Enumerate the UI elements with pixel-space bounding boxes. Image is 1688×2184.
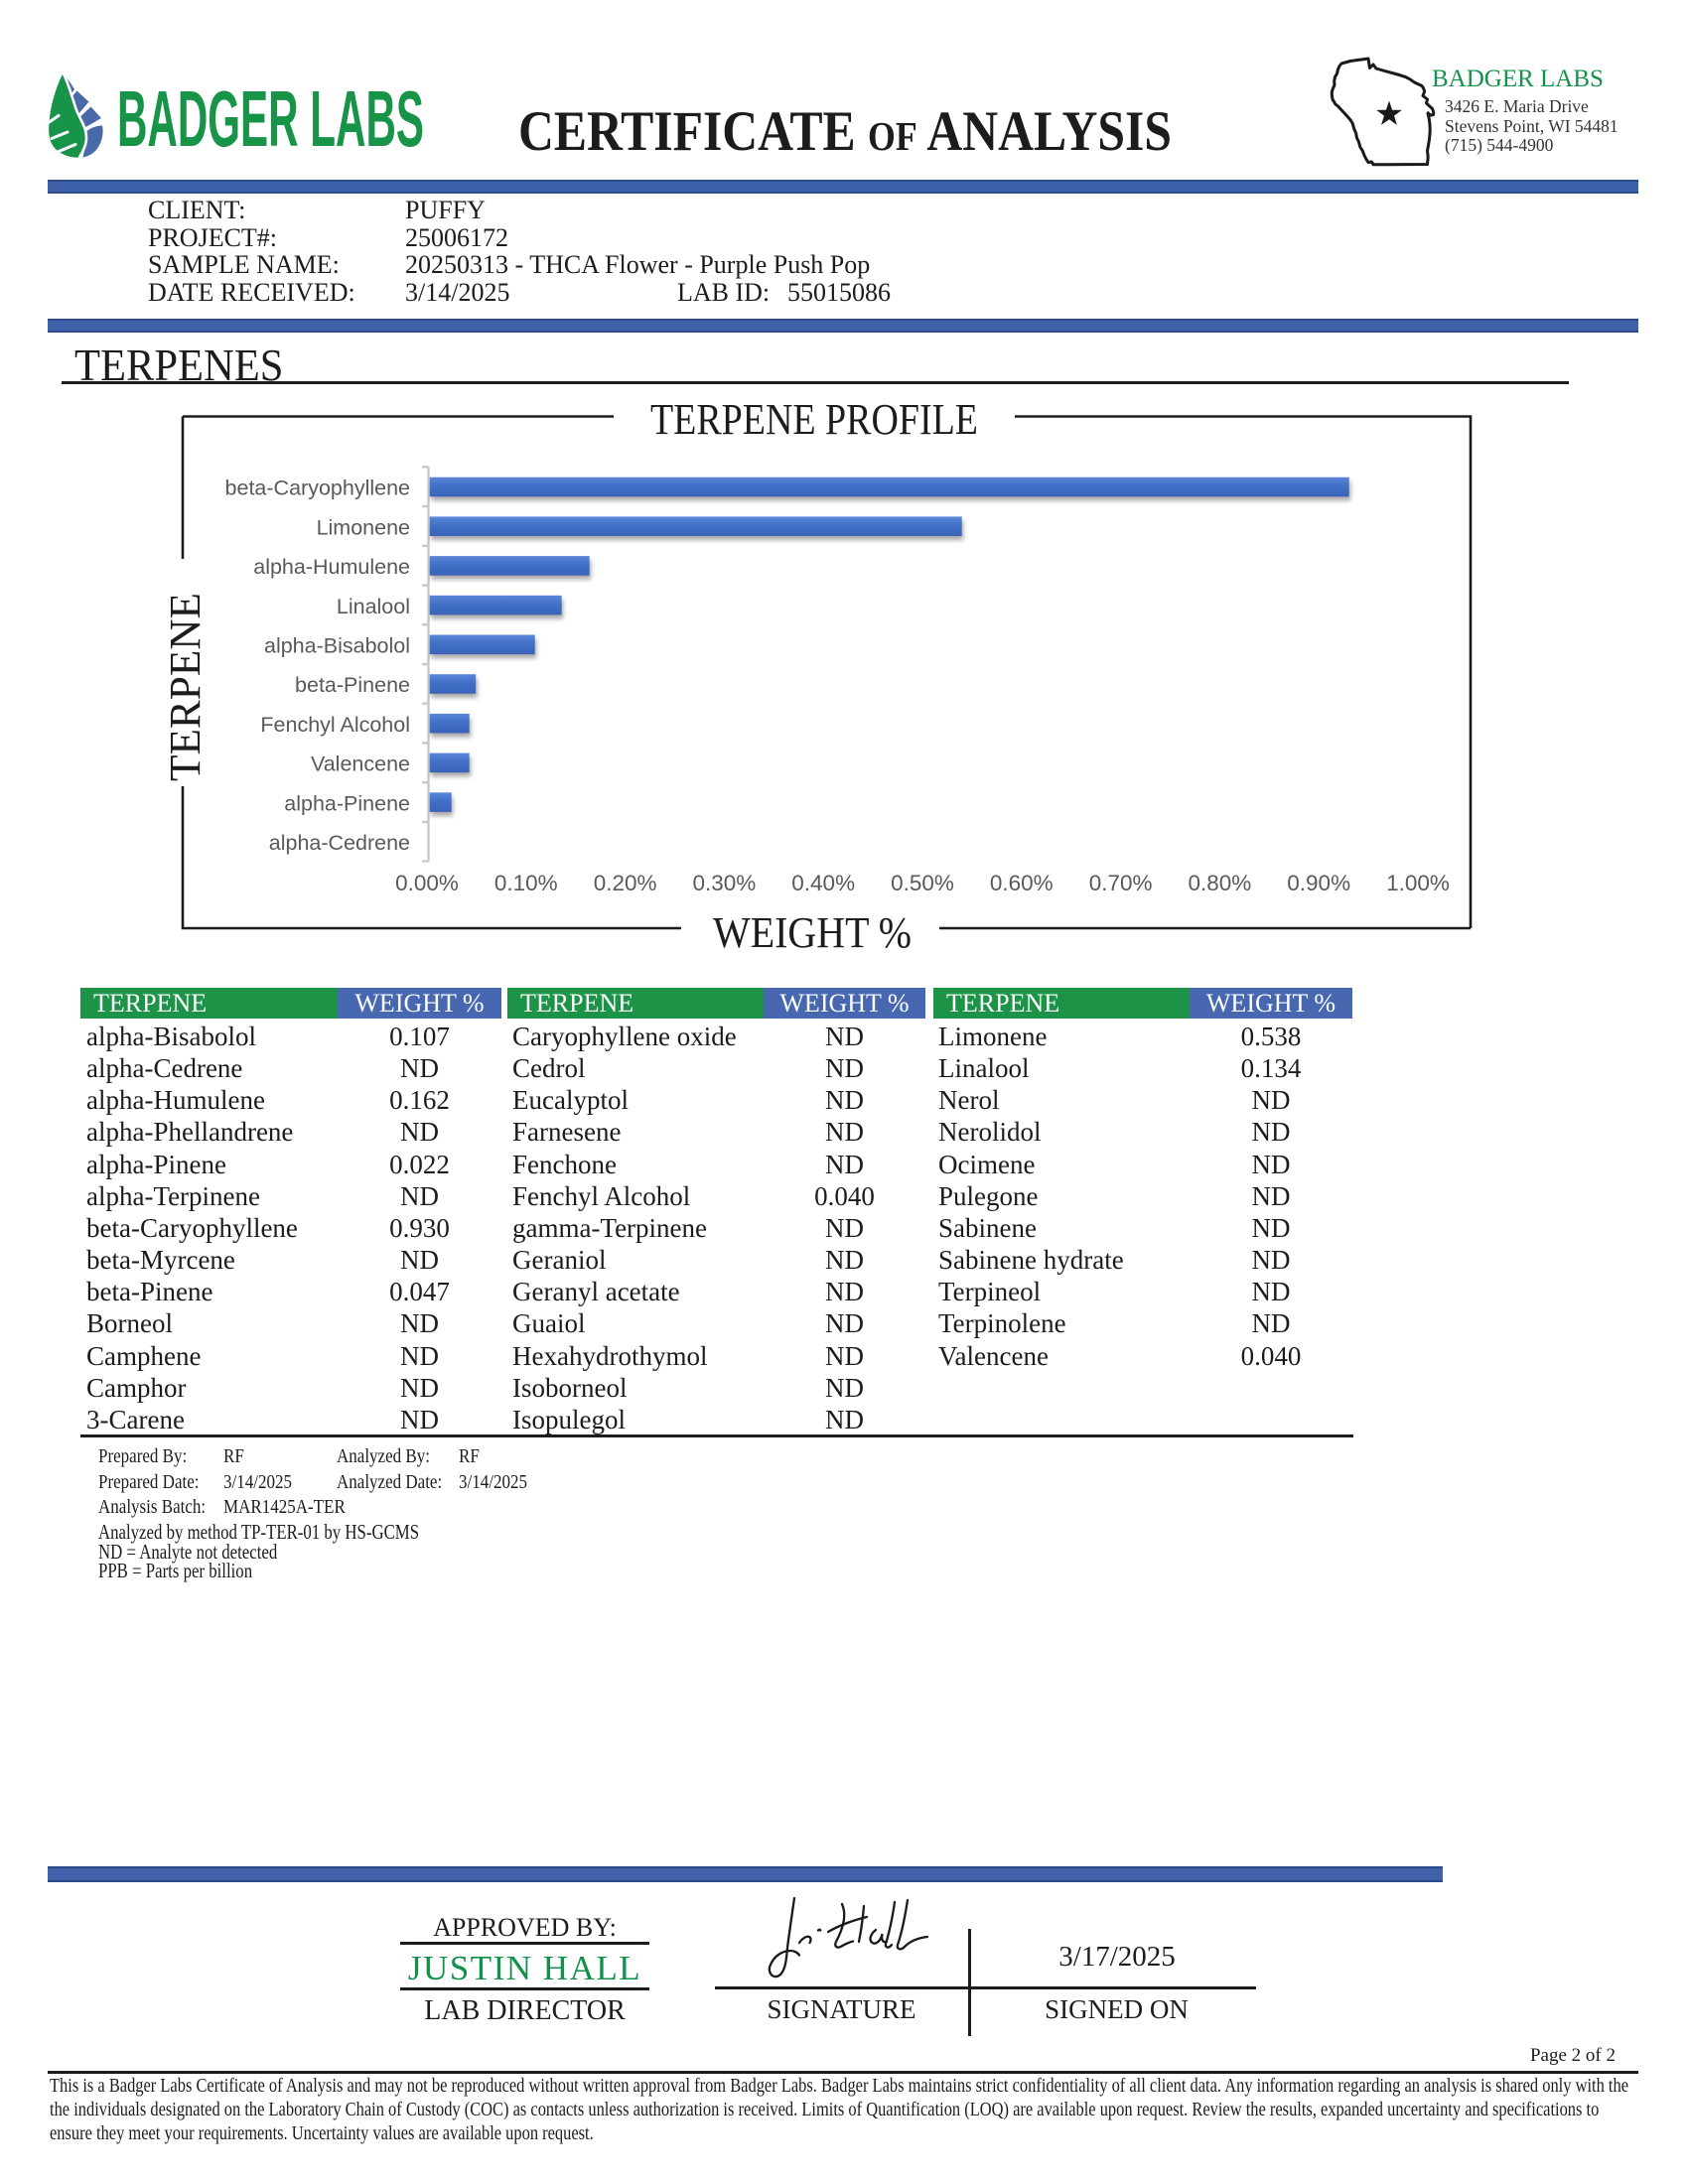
svg-text:TERPENE PROFILE: TERPENE PROFILE: [650, 397, 978, 444]
svg-text:WEIGHT %: WEIGHT %: [713, 908, 912, 957]
svg-text:beta-Pinene: beta-Pinene: [295, 673, 410, 697]
svg-text:0.40%: 0.40%: [791, 871, 855, 895]
svg-text:BADGER LABS: BADGER LABS: [117, 79, 424, 149]
svg-text:0.10%: 0.10%: [494, 871, 558, 895]
svg-text:alpha-Pinene: alpha-Pinene: [284, 791, 410, 815]
svg-text:1.00%: 1.00%: [1386, 871, 1450, 895]
svg-text:alpha-Humulene: alpha-Humulene: [253, 555, 410, 579]
svg-text:0.00%: 0.00%: [395, 871, 459, 895]
svg-text:Limonene: Limonene: [317, 515, 410, 539]
svg-text:0.70%: 0.70%: [1089, 871, 1153, 895]
svg-text:0.50%: 0.50%: [891, 871, 954, 895]
svg-text:0.20%: 0.20%: [594, 871, 657, 895]
svg-text:0.90%: 0.90%: [1287, 871, 1350, 895]
svg-text:0.60%: 0.60%: [990, 871, 1054, 895]
svg-text:0.80%: 0.80%: [1188, 871, 1251, 895]
svg-text:alpha-Bisabolol: alpha-Bisabolol: [264, 634, 410, 658]
svg-text:beta-Caryophyllene: beta-Caryophyllene: [225, 477, 410, 500]
svg-text:Valencene: Valencene: [311, 752, 410, 776]
svg-text:Linalool: Linalool: [337, 595, 410, 618]
svg-text:0.30%: 0.30%: [692, 871, 756, 895]
svg-text:Fenchyl Alcohol: Fenchyl Alcohol: [260, 713, 410, 737]
svg-text:alpha-Cedrene: alpha-Cedrene: [269, 831, 410, 855]
svg-text:TERPENE: TERPENE: [169, 593, 210, 781]
